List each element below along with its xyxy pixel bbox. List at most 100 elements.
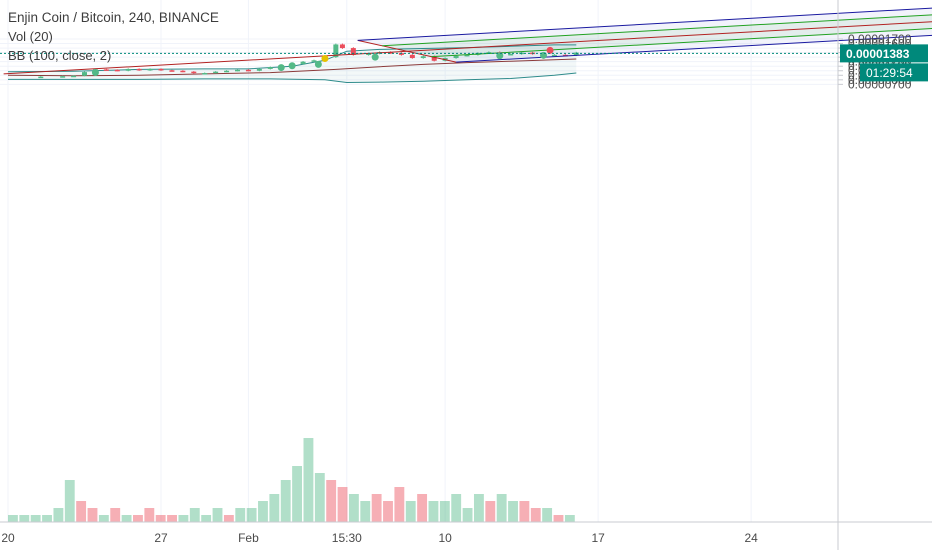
signal-dot — [496, 52, 504, 60]
volume-bar — [133, 515, 143, 522]
bollinger-band-fill — [8, 44, 577, 83]
pitchfork-outer-fill — [357, 8, 932, 63]
pitchfork-median-line — [3, 21, 932, 75]
volume-bar — [553, 515, 564, 522]
volume-bar — [155, 515, 166, 522]
x-tick-label: 10 — [438, 531, 452, 545]
volume-bar — [292, 466, 303, 522]
countdown-label: 01:29:54 — [866, 66, 913, 80]
x-tick-label: 27 — [154, 531, 168, 545]
candle-body — [420, 56, 426, 59]
candle-body — [256, 68, 262, 71]
current-price-badge — [840, 44, 928, 63]
pitchfork-base-line — [357, 39, 457, 63]
candle-body — [224, 70, 230, 73]
volume-bar — [451, 494, 462, 522]
candle-body — [409, 54, 415, 59]
volume-bar — [87, 508, 98, 522]
candle-body — [213, 71, 219, 74]
candle-body — [350, 48, 356, 55]
volume-bar — [326, 480, 337, 522]
volume-indicator-label[interactable]: Vol (20) — [8, 29, 53, 44]
signal-dot — [314, 60, 322, 68]
signal-dot — [277, 64, 285, 72]
candle-body — [158, 68, 164, 71]
volume-bar — [64, 480, 75, 522]
signal-dot — [91, 69, 99, 77]
volume-bar — [519, 501, 530, 522]
candle-body — [147, 68, 153, 71]
x-tick-label: Feb — [238, 531, 259, 545]
volume-bar — [371, 494, 382, 522]
volume-bar — [496, 494, 507, 522]
candle-body — [464, 54, 470, 57]
pitchfork-inner-lower-line — [431, 28, 932, 58]
volume-bar — [42, 515, 52, 522]
volume-bar — [417, 494, 428, 522]
candle-body — [136, 68, 142, 71]
volume-bar — [8, 515, 18, 522]
candle-body — [300, 61, 306, 64]
volume-bar — [360, 501, 371, 522]
volume-bar — [53, 508, 64, 522]
candle-body — [366, 53, 372, 56]
volume-bar — [439, 501, 450, 522]
x-tick-label: 17 — [591, 531, 605, 545]
volume-bar — [189, 508, 200, 522]
bollinger-indicator-label[interactable]: BB (100, close, 2) — [8, 48, 112, 63]
volume-bar — [314, 473, 325, 522]
volume-bar — [212, 508, 223, 522]
x-tick-label: 24 — [744, 531, 758, 545]
volume-bar — [462, 508, 473, 522]
volume-bar — [178, 515, 189, 522]
signal-dot — [546, 46, 554, 54]
candle-body — [71, 75, 77, 78]
candle-body — [333, 44, 339, 58]
bollinger-basis-line — [7, 58, 577, 77]
signal-dot — [321, 55, 329, 63]
candle-body — [60, 76, 66, 78]
volume-bar — [530, 508, 541, 522]
candle-body — [398, 53, 404, 55]
volume-bar — [235, 508, 246, 522]
candle-body — [169, 70, 175, 72]
candle-body — [245, 69, 251, 72]
volume-bar — [542, 508, 553, 522]
candle-body — [191, 71, 197, 74]
volume-bar — [167, 515, 177, 522]
volume-bar — [473, 494, 484, 522]
current-price-label: 0.00001383 — [846, 47, 910, 61]
volume-bar — [348, 494, 359, 522]
volume-bar — [98, 515, 109, 522]
chart-legend: Enjin Coin / Bitcoin, 240, BINANCE Vol (… — [8, 8, 219, 65]
countdown-badge — [860, 63, 928, 82]
volume-bar — [269, 494, 280, 522]
candle-body — [234, 69, 240, 72]
volume-bar — [337, 487, 348, 522]
signal-dot — [288, 62, 296, 70]
candle-body — [573, 52, 579, 56]
volume-bar — [121, 515, 132, 522]
volume-bar — [201, 515, 212, 522]
x-tick-label: 15:30 — [332, 531, 362, 545]
volume-bar — [246, 508, 257, 522]
y-tick-label: 0.00001700 — [848, 32, 912, 46]
pitchfork-inner-upper-line — [382, 14, 932, 47]
candle-body — [508, 53, 514, 56]
volume-bar — [76, 501, 87, 522]
symbol-title[interactable]: Enjin Coin / Bitcoin, 240, BINANCE — [8, 10, 219, 25]
candle-body — [125, 68, 131, 71]
candle-body — [81, 72, 87, 76]
volume-bar — [144, 508, 155, 522]
volume-bar — [383, 501, 393, 522]
volume-bar — [280, 480, 291, 522]
candle-body — [114, 69, 120, 72]
candle-body — [38, 76, 44, 79]
volume-bar — [19, 515, 30, 522]
candle-body — [431, 56, 437, 61]
volume-bar — [428, 501, 439, 522]
volume-bar — [564, 515, 575, 522]
candle-body — [311, 60, 317, 62]
